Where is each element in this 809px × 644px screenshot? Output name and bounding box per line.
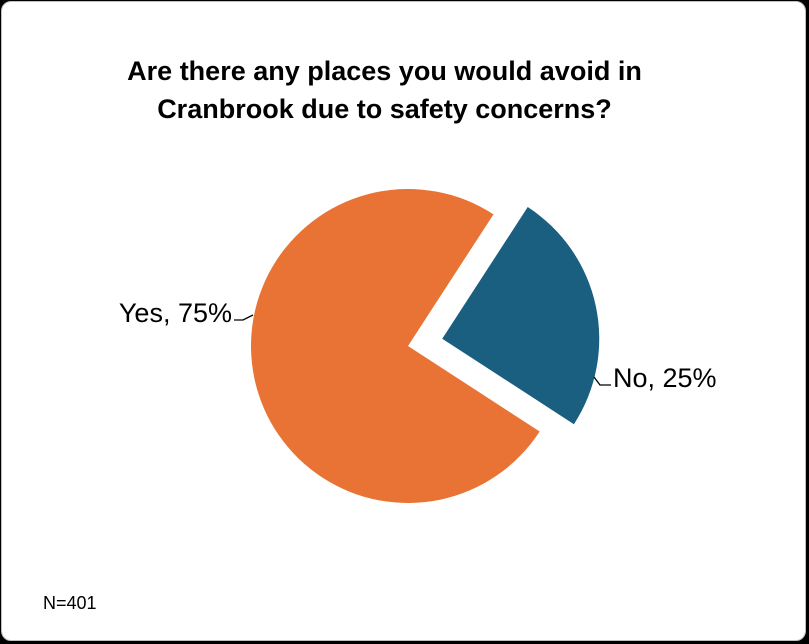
pie-slice-no[interactable]: [442, 207, 600, 425]
leader-line-yes: [234, 314, 254, 321]
data-label-no: No, 25%: [613, 363, 717, 393]
leader-line-no: [593, 376, 611, 386]
chart-title-line-1: Are there any places you would avoid in: [127, 56, 642, 86]
sample-size-note: N=401: [43, 593, 97, 613]
data-label-yes: Yes, 75%: [119, 298, 232, 328]
pie-slice-yes[interactable]: [250, 189, 540, 504]
chart-title-line-2: Cranbrook due to safety concerns?: [157, 94, 612, 124]
chart-title: Are there any places you would avoid in …: [2, 52, 767, 128]
